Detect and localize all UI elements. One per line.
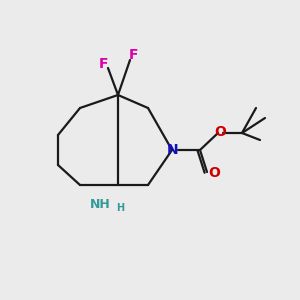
- Text: H: H: [116, 203, 124, 213]
- Text: F: F: [129, 48, 139, 62]
- Text: O: O: [214, 125, 226, 139]
- Text: NH: NH: [90, 199, 110, 212]
- Text: F: F: [98, 57, 108, 71]
- Text: O: O: [208, 166, 220, 180]
- Text: N: N: [167, 143, 179, 157]
